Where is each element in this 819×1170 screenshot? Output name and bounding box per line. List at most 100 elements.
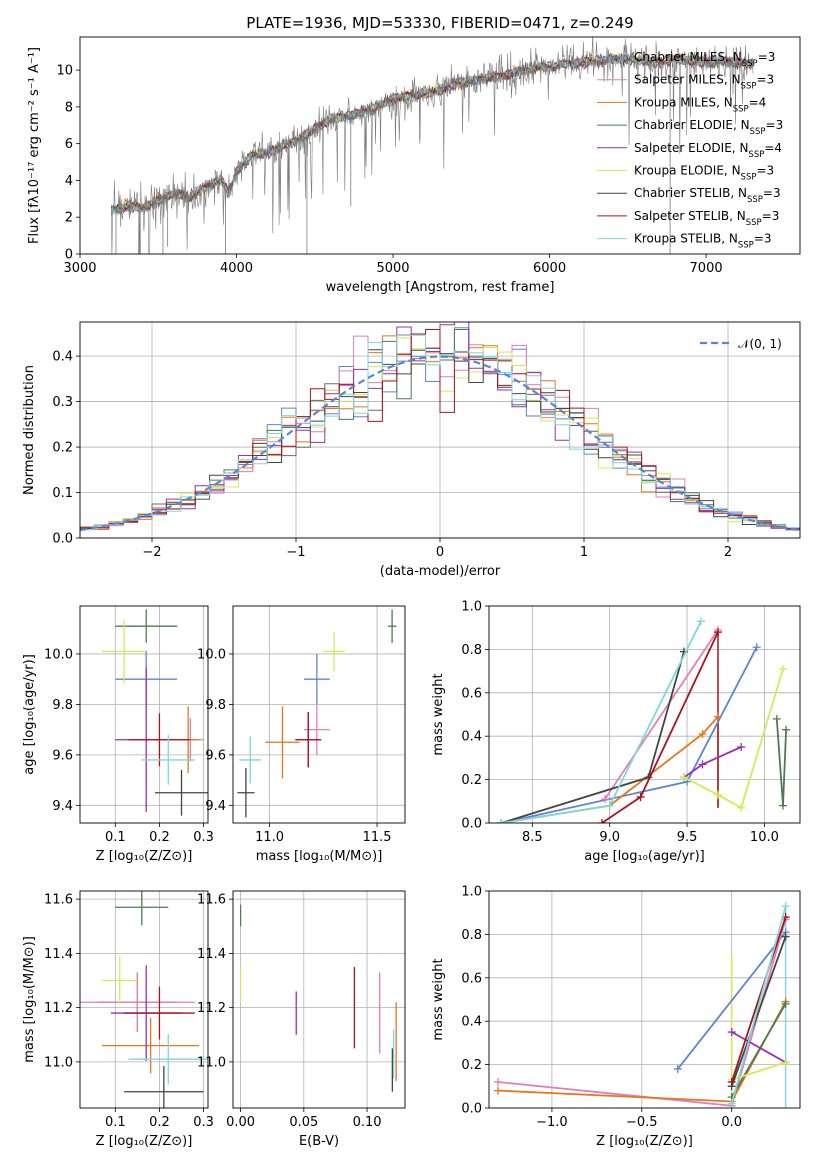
weight-series-line xyxy=(683,668,784,810)
weight-vs-age-frame xyxy=(488,605,801,824)
x-tick-label: 0.0 xyxy=(721,1115,742,1130)
age-vs-mass-panel: 11.0 11.5 9.4 9.6 9.8 10.0 mass [log₁₀(M/M⊙)] xyxy=(197,605,406,864)
weight-marker xyxy=(713,790,722,799)
weight-marker xyxy=(737,803,746,812)
x-tick-label: 0.05 xyxy=(289,1115,318,1130)
weight-vs-z-plot-area xyxy=(489,891,800,1108)
x-tick-label: −2 xyxy=(142,545,161,560)
weight-vs-age-plot-area xyxy=(489,606,800,823)
legend-series-name: Chabrier MILES xyxy=(634,50,725,64)
x-axis-label: wavelength [Angstrom, rest frame] xyxy=(326,280,555,295)
age-vs-mass-frame xyxy=(232,605,406,824)
x-tick-label: 0.3 xyxy=(193,830,214,845)
y-tick-label: 11.4 xyxy=(197,947,226,962)
weight-marker xyxy=(597,819,606,823)
legend-nssp: N xyxy=(738,186,747,200)
y-tick-label: 11.6 xyxy=(197,893,226,908)
x-tick-label: 7000 xyxy=(690,261,723,276)
legend-nssp: N xyxy=(724,95,733,109)
legend-nssp: N xyxy=(741,118,750,132)
weight-marker xyxy=(673,1064,682,1073)
error-bar-point xyxy=(115,609,178,643)
legend-nssp: N xyxy=(737,209,746,223)
x-tick-label: 9.0 xyxy=(599,830,620,845)
weight-marker xyxy=(782,725,791,734)
weight-marker xyxy=(778,801,787,810)
legend-series-name: Chabrier STELIB xyxy=(634,186,730,200)
weight-marker xyxy=(679,773,688,782)
error-bar-point xyxy=(128,1034,208,1085)
error-bar-point xyxy=(239,736,261,784)
legend-nssp-value: =3 xyxy=(766,118,784,132)
legend-ssp-sub: SSP xyxy=(747,195,763,205)
y-tick-label: 11.2 xyxy=(44,1001,73,1016)
y-tick-label: 11.6 xyxy=(44,893,73,908)
y-axis-label: mass weight xyxy=(431,958,446,1040)
x-tick-label: −1.0 xyxy=(536,1115,568,1130)
x-tick-label: 0.00 xyxy=(226,1115,255,1130)
mass-vs-ebv-plot-area xyxy=(233,891,405,1108)
gaussian-curve xyxy=(80,355,800,532)
error-bar-point xyxy=(303,654,330,705)
legend-nssp: N xyxy=(739,141,748,155)
y-tick-label: 9.4 xyxy=(52,799,73,814)
y-tick-label: 0.0 xyxy=(461,1102,482,1117)
legend-nssp-value: =3 xyxy=(763,186,781,200)
residual-histogram xyxy=(80,334,800,532)
weight-marker xyxy=(713,628,722,637)
legend-entry: 𝒩(0, 1) xyxy=(738,337,782,351)
legend-ssp-sub: SSP xyxy=(746,218,762,228)
weight-marker xyxy=(605,801,614,810)
x-tick-label: 0.10 xyxy=(353,1115,382,1130)
y-tick-label: 0.0 xyxy=(52,532,73,547)
y-tick-label: 0.4 xyxy=(461,1015,482,1030)
y-tick-label: 0.4 xyxy=(461,730,482,745)
x-tick-label: 6000 xyxy=(533,261,566,276)
legend: 𝒩(0, 1) xyxy=(700,337,782,351)
legend-nssp-value: =4 xyxy=(749,95,767,109)
error-bar-point xyxy=(102,956,138,1005)
model-spectrum-line xyxy=(111,54,754,212)
weight-marker xyxy=(636,792,645,801)
weight-vs-age-panel: 8.5 9.0 9.5 10.0 0.0 0.2 0.4 0.6 0.8 1.0 age [log₁… xyxy=(431,600,801,864)
error-bar-point xyxy=(265,706,300,779)
residuals-plot-area xyxy=(80,322,800,538)
legend-nssp-value: =3 xyxy=(754,232,772,246)
x-tick-label: 0.2 xyxy=(149,1115,170,1130)
x-tick-label: 4000 xyxy=(220,261,253,276)
weight-marker xyxy=(727,1077,736,1086)
error-bar-point xyxy=(237,767,255,818)
error-bar-point xyxy=(124,1066,204,1108)
weight-marker xyxy=(698,760,707,769)
y-tick-label: 10.0 xyxy=(44,647,73,662)
error-bar-point xyxy=(115,891,169,926)
legend-entry: Salpeter ELODIE, NSSP=4 xyxy=(634,141,782,160)
legend-series-name: Kroupa MILES xyxy=(634,95,716,109)
y-tick-label: 9.4 xyxy=(205,799,226,814)
spectrum-plot-area xyxy=(110,37,754,254)
weight-marker xyxy=(497,819,506,823)
weight-marker xyxy=(781,1058,790,1067)
weight-series-line xyxy=(677,931,787,1070)
x-tick-label: 0.3 xyxy=(193,1115,214,1130)
legend-series-name: Chabrier ELODIE xyxy=(634,118,733,132)
weight-series-line xyxy=(730,905,787,1104)
spectrum-frame xyxy=(79,36,801,255)
x-axis-label: Z [log₁₀(Z/Z⊙)] xyxy=(96,849,193,864)
legend-nssp-value: =3 xyxy=(756,73,774,87)
residuals-frame xyxy=(79,321,801,539)
y-axis-label: Normed distribution xyxy=(22,365,37,495)
age-vs-z-frame xyxy=(79,605,209,824)
y-tick-label: 0.2 xyxy=(52,441,73,456)
mass-vs-ebv-frame xyxy=(232,890,406,1109)
weight-marker xyxy=(698,730,707,739)
legend-nssp: N xyxy=(733,50,742,64)
y-tick-label: 0.2 xyxy=(461,1058,482,1073)
y-tick-label: 9.8 xyxy=(52,698,73,713)
y-tick-label: 0 xyxy=(65,248,73,263)
x-tick-label: 0.1 xyxy=(105,830,126,845)
age-vs-z-plot-area xyxy=(80,606,208,823)
y-axis-label: Flux [fλ10⁻¹⁷ erg cm⁻² s⁻¹ A⁻¹] xyxy=(27,47,42,244)
y-tick-label: 0.1 xyxy=(52,486,73,501)
